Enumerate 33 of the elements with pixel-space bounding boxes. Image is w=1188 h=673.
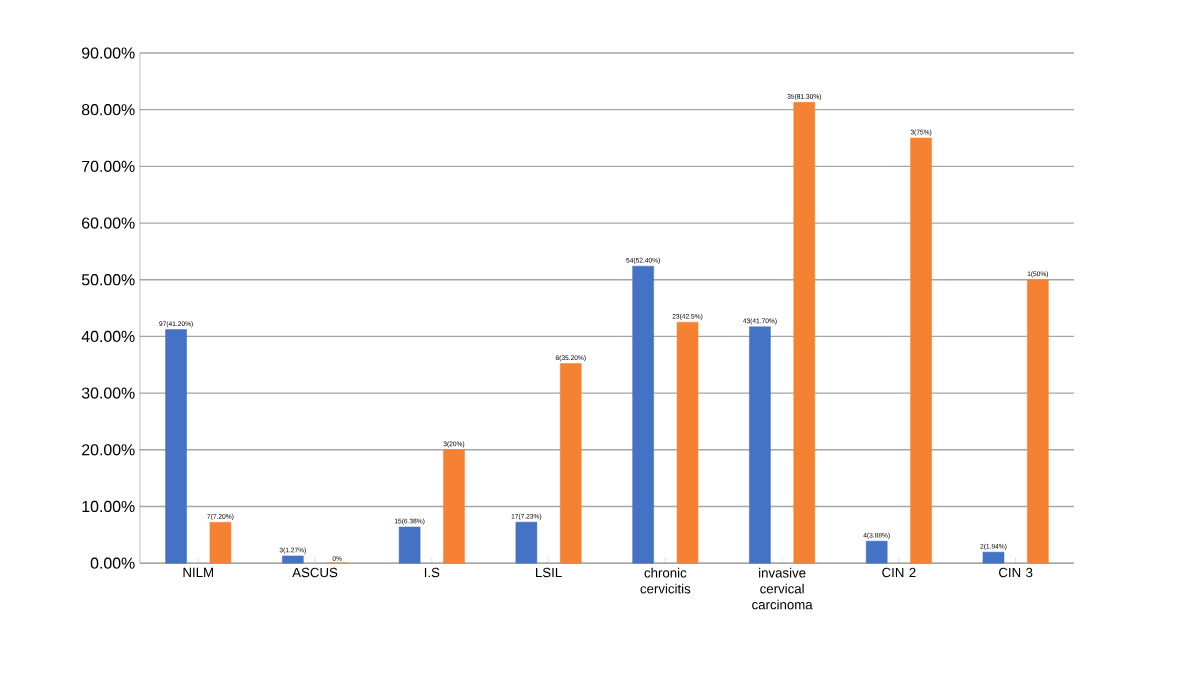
y-tick-label: 80.00% xyxy=(81,104,135,116)
x-tick-label: ASCUS xyxy=(292,567,338,578)
x-tick-label: invasive cervical carcinoma xyxy=(752,567,813,610)
x-tick-label: chronic cervicitis xyxy=(640,567,691,594)
bar xyxy=(515,521,538,564)
y-tick-label: 40.00% xyxy=(81,330,135,342)
x-tick-label: LSIL xyxy=(536,567,562,578)
bar xyxy=(910,137,932,564)
bar xyxy=(209,522,232,564)
bar xyxy=(559,363,582,564)
bar xyxy=(443,449,465,564)
bar xyxy=(398,526,421,564)
y-tick-label: 20.00% xyxy=(82,444,135,456)
y-tick-label: 70.00% xyxy=(82,160,135,172)
y-tick-label: 0.00% xyxy=(90,557,135,569)
bar xyxy=(282,555,304,564)
x-tick-label: NILM xyxy=(183,567,213,577)
x-tick-label: I.S xyxy=(424,567,440,578)
bar xyxy=(793,101,816,564)
y-tick-label: 90.00% xyxy=(82,47,135,59)
bar xyxy=(632,265,654,564)
bar xyxy=(749,326,771,564)
bar xyxy=(1027,279,1049,564)
y-tick-label: 60.00% xyxy=(82,217,135,229)
y-tick-label: 10.00% xyxy=(82,500,135,513)
x-tick-label: CIN 3 xyxy=(999,567,1033,578)
x-tick-label: CIN 2 xyxy=(882,567,916,578)
y-tick-label: 30.00% xyxy=(81,387,135,399)
bar xyxy=(982,551,1005,564)
bar xyxy=(676,321,699,564)
y-tick-label: 50.00% xyxy=(81,274,135,286)
bar xyxy=(865,540,888,564)
bar xyxy=(165,329,187,564)
